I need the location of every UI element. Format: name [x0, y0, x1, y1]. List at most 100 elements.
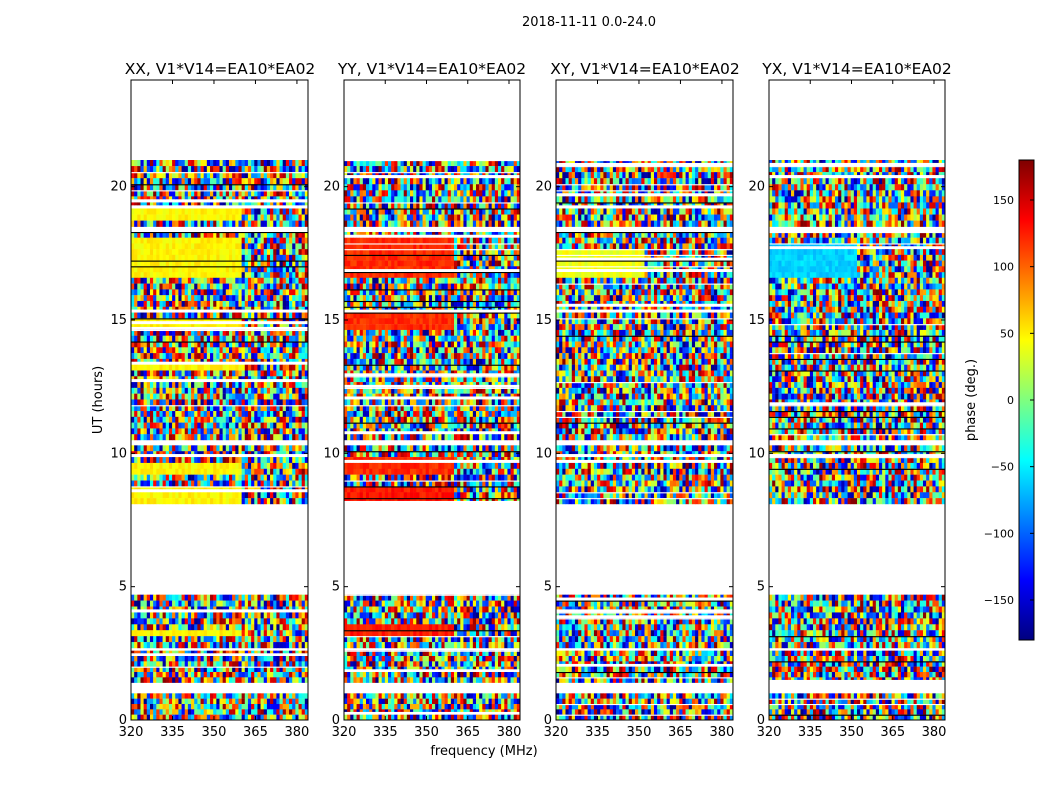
- heat-cell: [238, 656, 242, 662]
- heat-cell: [184, 606, 189, 610]
- heat-cell: [213, 624, 217, 631]
- heat-cell: [146, 166, 151, 173]
- heat-cell: [194, 428, 198, 435]
- heat-cell: [438, 698, 442, 705]
- heat-cell: [388, 661, 392, 667]
- heat-cell: [247, 492, 252, 499]
- heat-cell: [222, 422, 227, 429]
- heat-cell: [279, 650, 284, 654]
- heat-cell: [228, 318, 233, 322]
- heat-cell: [232, 451, 236, 455]
- heat-cell: [210, 411, 214, 418]
- heat-cell: [140, 399, 144, 406]
- heat-cell: [232, 295, 236, 302]
- flag-line: [344, 650, 520, 652]
- heat-cell: [298, 457, 302, 464]
- heat-cell: [200, 661, 204, 667]
- heat-cell: [181, 289, 186, 296]
- heat-cell: [247, 272, 252, 278]
- heat-cell: [213, 714, 217, 720]
- heat-cell: [276, 172, 280, 179]
- heat-cell: [270, 329, 274, 336]
- heat-cell: [263, 243, 268, 250]
- heat-cell: [197, 451, 201, 455]
- heat-cell: [298, 474, 302, 481]
- heat-cell: [507, 704, 511, 710]
- heat-cell: [454, 650, 458, 657]
- heat-cell: [181, 416, 186, 423]
- heat-cell: [276, 306, 280, 310]
- heat-cell: [131, 624, 135, 631]
- heat-cell: [270, 399, 274, 406]
- heat-cell: [156, 468, 160, 475]
- heat-cell: [225, 160, 230, 167]
- heat-cell: [282, 498, 287, 505]
- heat-cell: [251, 709, 255, 715]
- heat-cell: [200, 260, 204, 267]
- heat-cell: [143, 283, 148, 290]
- heat-cell: [301, 364, 306, 371]
- heat-cell: [235, 704, 239, 710]
- heat-cell: [140, 295, 144, 302]
- heat-cell: [273, 698, 277, 705]
- heat-cell: [156, 382, 160, 389]
- heat-cell: [219, 232, 223, 238]
- heat-cell: [241, 457, 246, 464]
- heat-cell: [238, 468, 242, 475]
- heat-cell: [140, 266, 144, 273]
- heat-cell: [235, 474, 239, 481]
- heat-cell: [301, 606, 306, 610]
- heat-cell: [292, 399, 296, 406]
- heat-cell: [200, 612, 204, 619]
- heat-cell: [241, 416, 246, 423]
- heat-cell: [235, 405, 239, 412]
- heat-cell: [168, 411, 173, 418]
- heat-cell: [270, 650, 274, 654]
- heat-cell: [247, 672, 252, 678]
- heat-cell: [292, 480, 296, 487]
- heat-cell: [235, 289, 239, 296]
- heat-cell: [200, 606, 204, 610]
- heat-cell: [131, 243, 135, 250]
- heat-cell: [203, 387, 208, 394]
- heat-cell: [292, 260, 296, 267]
- heat-cell: [140, 382, 144, 389]
- heat-cell: [219, 166, 223, 173]
- heat-cell: [251, 451, 255, 455]
- heat-cell: [168, 661, 173, 667]
- heat-cell: [359, 672, 364, 678]
- heat-cell: [244, 335, 249, 342]
- heat-cell: [301, 411, 306, 418]
- heat-cell: [213, 254, 217, 261]
- heat-cell: [244, 636, 249, 643]
- heat-cell: [203, 618, 208, 625]
- heat-cell: [295, 184, 299, 191]
- heat-cell: [285, 624, 290, 631]
- heat-cell: [301, 661, 306, 667]
- heat-cell: [479, 677, 483, 683]
- heat-cell: [216, 382, 220, 389]
- heat-cell: [282, 656, 287, 662]
- heat-cell: [257, 387, 261, 394]
- heat-cell: [263, 606, 268, 610]
- heat-cell: [270, 254, 274, 261]
- heat-cell: [270, 312, 274, 319]
- heat-cell: [457, 698, 461, 705]
- heat-cell: [247, 600, 252, 607]
- heat-cell: [165, 249, 170, 256]
- heat-cell: [219, 457, 223, 464]
- heat-cell: [197, 329, 201, 336]
- heat-cell: [241, 480, 246, 487]
- heat-cell: [194, 266, 198, 273]
- heat-cell: [159, 329, 163, 336]
- heat-cell: [251, 411, 255, 418]
- heat-cell: [165, 666, 170, 673]
- heat-cell: [131, 422, 135, 429]
- heat-cell: [184, 190, 189, 197]
- heat-cell: [359, 714, 364, 720]
- heat-cell: [222, 650, 227, 654]
- heat-cell: [301, 272, 306, 278]
- heat-cell: [159, 283, 163, 290]
- heat-cell: [350, 704, 354, 710]
- heat-cell: [131, 714, 135, 720]
